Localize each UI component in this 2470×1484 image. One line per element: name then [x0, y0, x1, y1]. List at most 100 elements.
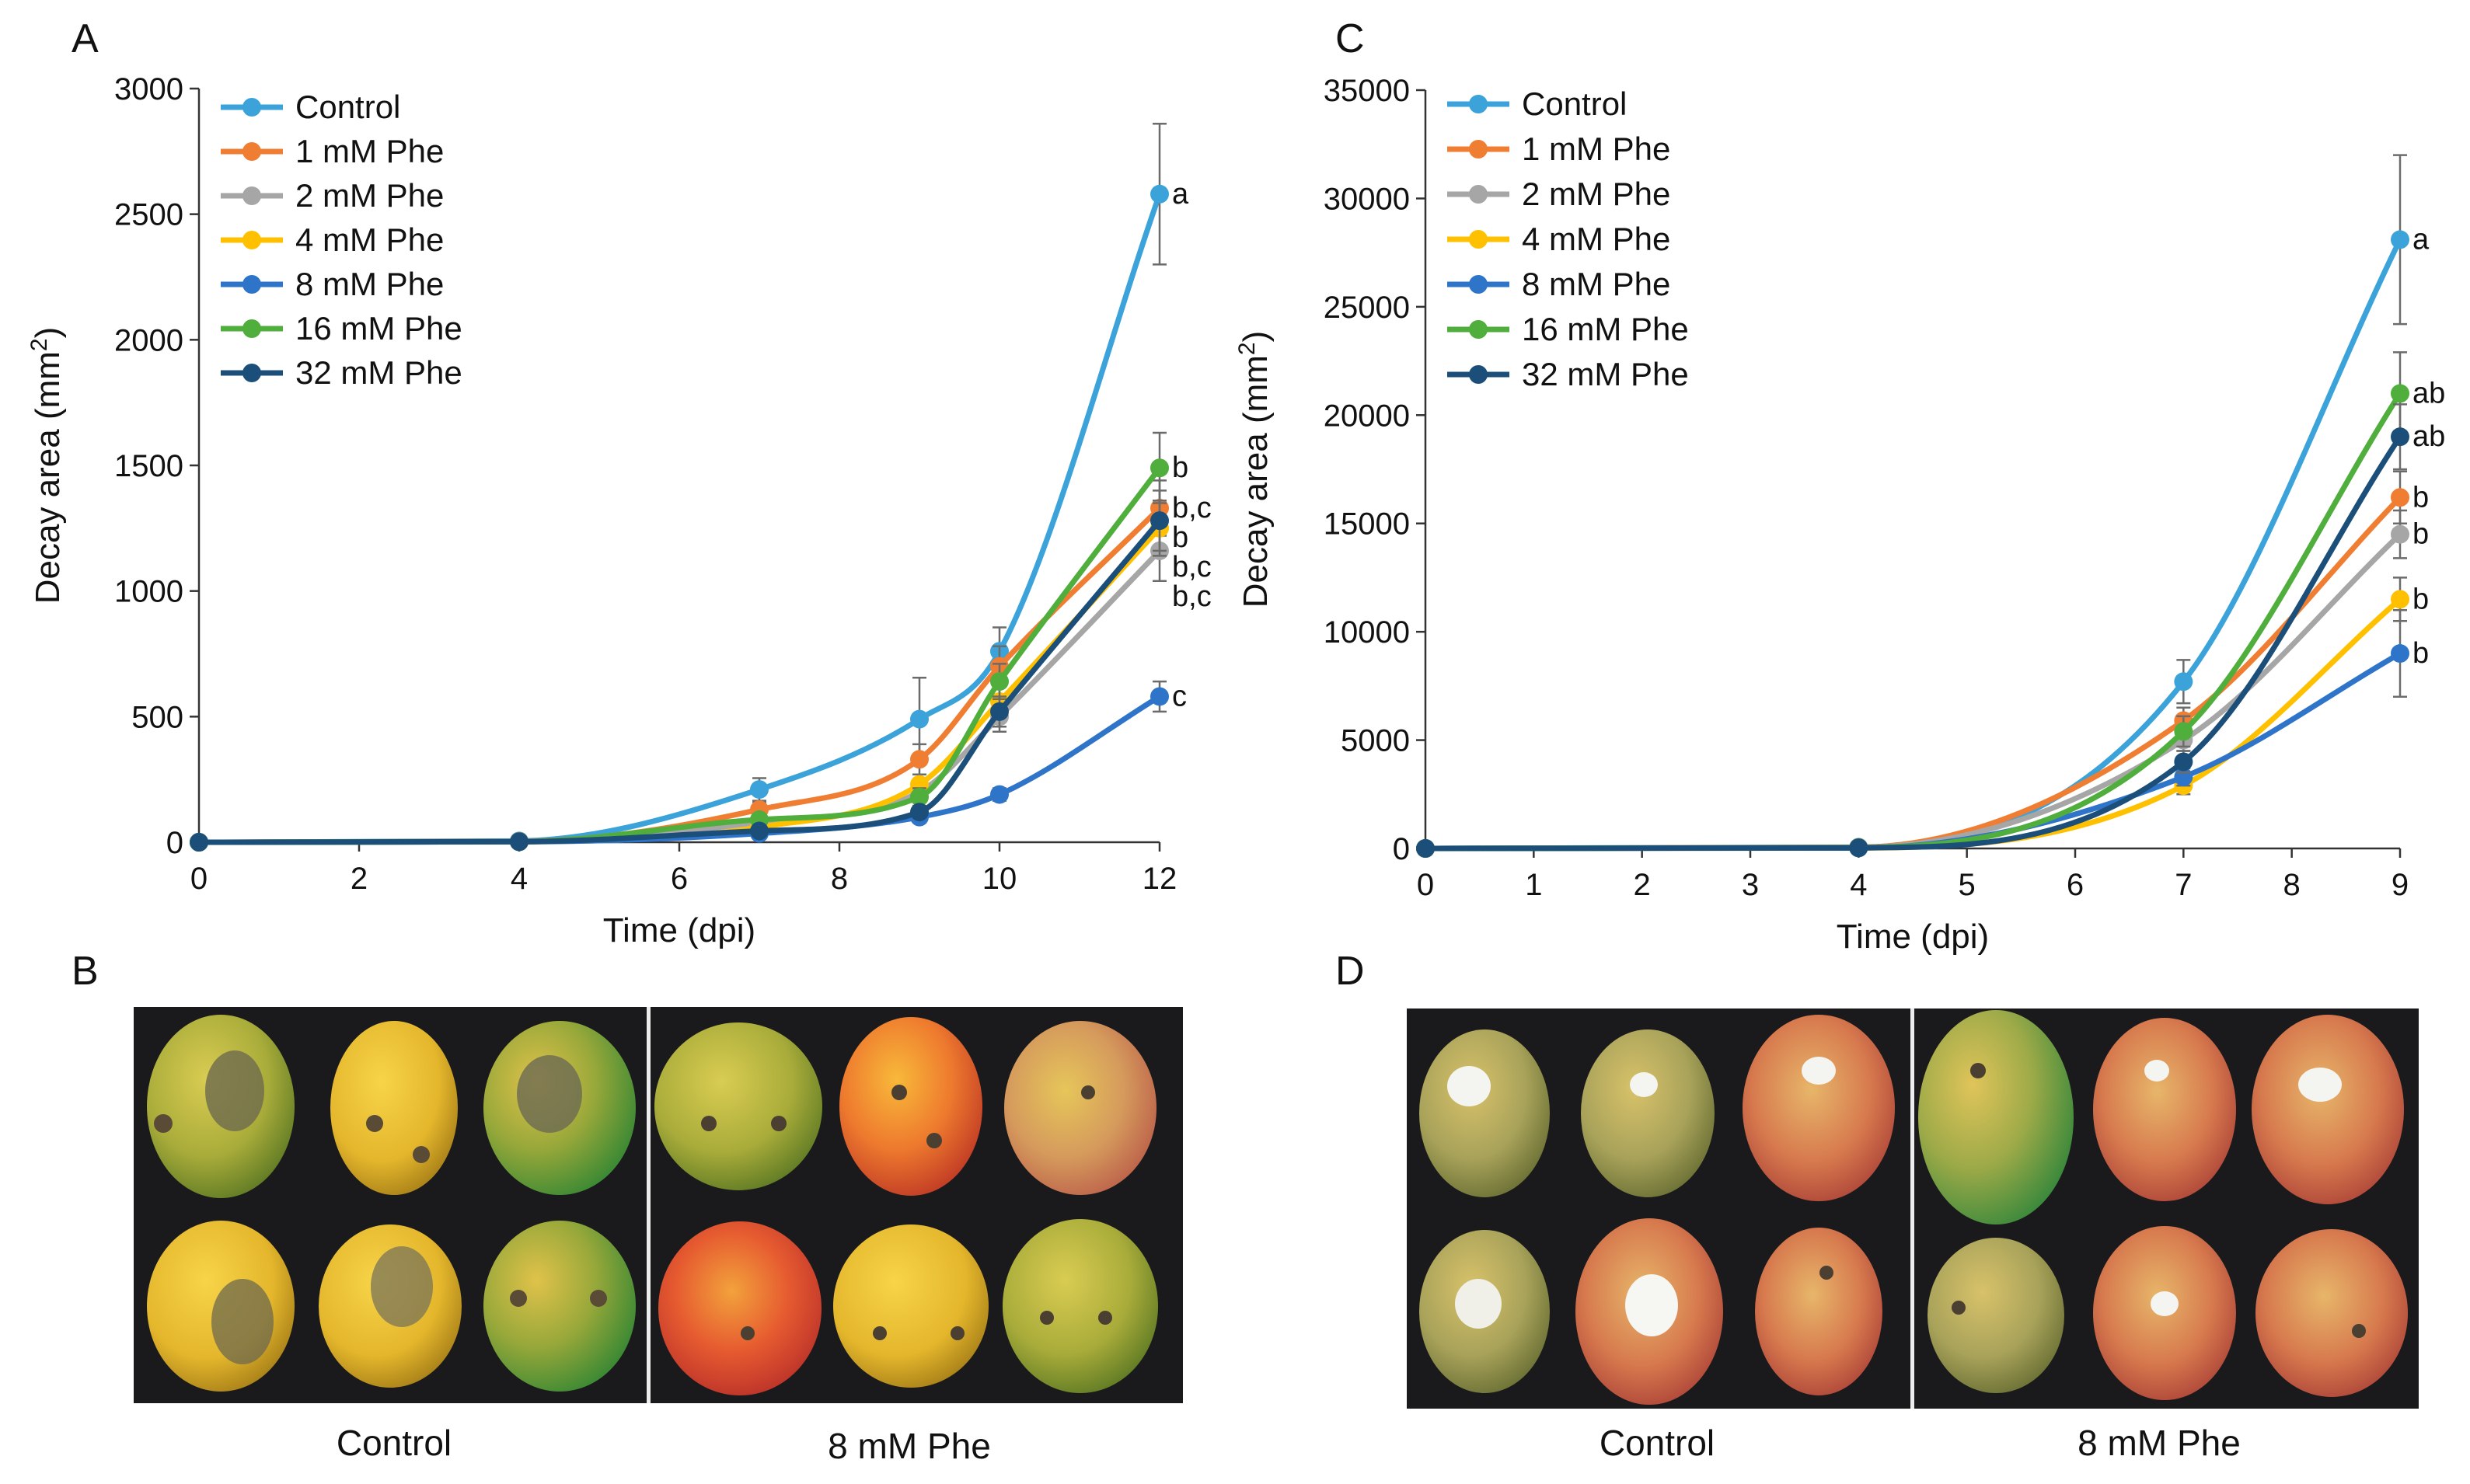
x-tick-label: 9: [2392, 868, 2409, 902]
mango-fruit: [833, 1224, 989, 1388]
y-tick-label: 25000: [1324, 291, 1410, 325]
legend-label: 2 mM Phe: [295, 177, 444, 214]
data-point: [2174, 752, 2193, 772]
photo-divider: [647, 1007, 651, 1403]
legend-label: 1 mM Phe: [1522, 131, 1670, 167]
y-tick-label: 0: [1393, 832, 1410, 866]
data-point: [2391, 427, 2409, 447]
mango-fruit: [654, 1022, 822, 1190]
data-point: [2391, 384, 2409, 403]
data-point: [1849, 838, 1868, 858]
series-line: [196, 517, 1163, 845]
data-point: [910, 803, 929, 822]
data-point: [2174, 672, 2193, 691]
mango-fruit: [483, 1221, 636, 1392]
series-line: [1422, 434, 2403, 852]
mango-spot: [1040, 1311, 1054, 1325]
significance-letter: b: [2412, 481, 2429, 514]
mango-fruit: [658, 1221, 822, 1395]
mango-mold: [1802, 1057, 1836, 1085]
caption-d-control: Control: [1599, 1423, 1715, 1463]
mango-fruit: [2093, 1018, 2236, 1201]
legend-swatch-marker: [242, 98, 261, 117]
x-tick-label: 4: [511, 862, 528, 896]
significance-letter: b: [2412, 518, 2429, 551]
mango-spot: [873, 1326, 887, 1340]
data-point: [750, 821, 769, 841]
data-point: [2391, 230, 2409, 249]
x-axis-title: Time (dpi): [603, 911, 755, 949]
mango-spot: [951, 1326, 965, 1340]
mango-spot: [590, 1290, 607, 1307]
mango-spot: [1970, 1063, 1986, 1078]
legend-label: Control: [295, 89, 400, 125]
mango-spot: [701, 1116, 717, 1131]
legend-swatch-marker: [1469, 185, 1488, 204]
mango-spot: [510, 1290, 527, 1307]
mango-spot: [1098, 1311, 1112, 1325]
x-tick-label: 10: [982, 862, 1017, 896]
legend-label: 16 mM Phe: [295, 310, 462, 347]
x-tick-label: 3: [1742, 868, 1759, 902]
x-tick-label: 0: [1417, 868, 1434, 902]
legend-swatch-marker: [1469, 95, 1488, 113]
mango-mold: [1625, 1274, 1678, 1336]
x-tick-label: 6: [671, 862, 688, 896]
data-point: [750, 780, 769, 799]
y-tick-label: 20000: [1324, 399, 1410, 433]
series-line: [1422, 494, 2403, 852]
mango-fruit: [1928, 1238, 2064, 1393]
mango-spot: [1081, 1085, 1095, 1099]
caption-d-phe: 8 mM Phe: [2078, 1423, 2241, 1463]
legend-swatch-marker: [242, 231, 261, 249]
y-tick-label: 2000: [114, 323, 183, 357]
legend-swatch-marker: [1469, 365, 1488, 384]
series-line: [1422, 531, 2403, 852]
legend-swatch-marker: [1469, 275, 1488, 294]
panel-label-d: D: [1335, 949, 1365, 994]
data-point: [190, 833, 208, 852]
mango-spot: [741, 1326, 755, 1340]
data-point: [510, 832, 529, 852]
x-axis-title: Time (dpi): [1837, 918, 1989, 956]
y-tick-label: 35000: [1324, 74, 1410, 108]
mango-mold: [1630, 1072, 1658, 1097]
data-point: [990, 672, 1009, 691]
significance-letter: b: [2412, 637, 2429, 670]
data-point: [910, 787, 929, 806]
mango-spot: [1819, 1266, 1833, 1280]
significance-letter: ab: [2412, 377, 2445, 409]
significance-letter: a: [2412, 223, 2430, 256]
mango-fruit: [330, 1021, 458, 1195]
series-line: [196, 548, 1163, 845]
mango-spot: [891, 1085, 907, 1100]
mango-mold: [1447, 1066, 1491, 1106]
photo-panel-d: [1407, 1008, 2419, 1409]
photo-divider: [1910, 1008, 1914, 1409]
mango-lesion: [517, 1055, 582, 1133]
mango-mold: [1455, 1279, 1502, 1329]
legend-label: 1 mM Phe: [295, 133, 444, 169]
data-point: [1150, 511, 1169, 531]
legend-swatch-marker: [1469, 320, 1488, 339]
mango-fruit: [839, 1017, 982, 1196]
legend-label: Control: [1522, 85, 1627, 122]
series-line: [196, 693, 1163, 845]
significance-letter: b: [1172, 521, 1188, 554]
x-tick-label: 1: [1525, 868, 1542, 902]
y-tick-label: 10000: [1324, 615, 1410, 650]
x-tick-label: 8: [2283, 868, 2301, 902]
legend-swatch-marker: [242, 186, 261, 205]
data-point: [2174, 722, 2193, 741]
mango-lesion: [371, 1246, 433, 1327]
y-tick-label: 15000: [1324, 507, 1410, 542]
x-tick-label: 8: [831, 862, 848, 896]
mango-fruit: [1581, 1029, 1715, 1197]
mango-lesion: [205, 1050, 264, 1131]
y-tick-label: 2500: [114, 198, 183, 232]
y-axis-title: Decay area (mm2): [1234, 331, 1275, 608]
y-tick-label: 5000: [1341, 724, 1410, 758]
legend-label: 2 mM Phe: [1522, 176, 1670, 212]
legend-swatch-marker: [242, 275, 261, 294]
y-tick-label: 1000: [114, 575, 183, 609]
